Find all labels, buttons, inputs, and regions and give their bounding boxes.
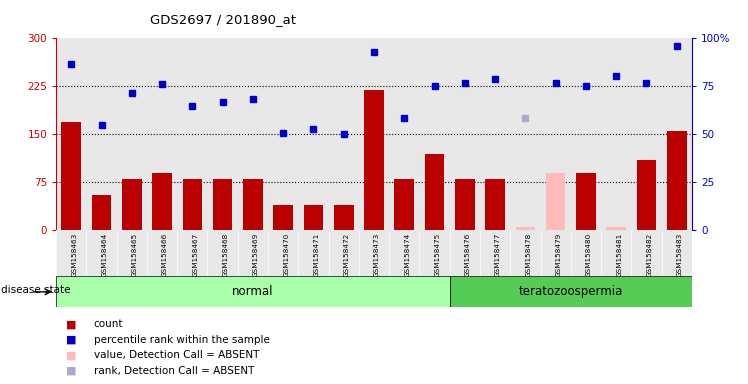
Text: count: count: [94, 319, 123, 329]
Text: GSM158468: GSM158468: [223, 233, 229, 277]
Text: value, Detection Call = ABSENT: value, Detection Call = ABSENT: [94, 350, 259, 360]
Bar: [455, 179, 475, 230]
Bar: [153, 173, 172, 230]
Bar: [243, 179, 263, 230]
Bar: [122, 179, 141, 230]
Bar: [183, 179, 202, 230]
Text: GSM158476: GSM158476: [465, 233, 470, 277]
Bar: [304, 205, 323, 230]
Bar: [576, 173, 595, 230]
Bar: [425, 154, 444, 230]
Bar: [450, 276, 692, 307]
Text: GSM158473: GSM158473: [374, 233, 380, 277]
Text: GSM158463: GSM158463: [71, 233, 77, 277]
Text: disease state: disease state: [1, 285, 71, 295]
Text: GSM158465: GSM158465: [132, 233, 138, 277]
Bar: [92, 195, 111, 230]
Text: GSM158478: GSM158478: [525, 233, 531, 277]
Text: GSM158479: GSM158479: [556, 233, 562, 277]
Text: GSM158477: GSM158477: [495, 233, 501, 277]
Bar: [607, 227, 626, 230]
Bar: [667, 131, 687, 230]
Text: GSM158472: GSM158472: [344, 233, 350, 277]
Text: GDS2697 / 201890_at: GDS2697 / 201890_at: [150, 13, 295, 26]
Bar: [364, 89, 384, 230]
Text: ■: ■: [66, 350, 76, 360]
Text: GSM158482: GSM158482: [646, 233, 652, 277]
Bar: [56, 276, 450, 307]
Text: ■: ■: [66, 366, 76, 376]
Bar: [212, 179, 233, 230]
Bar: [485, 179, 505, 230]
Bar: [61, 122, 81, 230]
Text: GSM158467: GSM158467: [192, 233, 198, 277]
Text: teratozoospermia: teratozoospermia: [518, 285, 623, 298]
Text: ■: ■: [66, 319, 76, 329]
Text: GSM158471: GSM158471: [313, 233, 319, 277]
Bar: [546, 173, 565, 230]
Text: GSM158464: GSM158464: [102, 233, 108, 277]
Text: normal: normal: [232, 285, 274, 298]
Bar: [394, 179, 414, 230]
Bar: [334, 205, 354, 230]
Text: GSM158480: GSM158480: [586, 233, 592, 277]
Text: percentile rank within the sample: percentile rank within the sample: [94, 335, 269, 345]
Text: GSM158466: GSM158466: [162, 233, 168, 277]
Text: GSM158469: GSM158469: [253, 233, 259, 277]
Text: ■: ■: [66, 335, 76, 345]
Bar: [515, 227, 536, 230]
Text: GSM158470: GSM158470: [283, 233, 289, 277]
Text: GSM158483: GSM158483: [677, 233, 683, 277]
Text: GSM158474: GSM158474: [404, 233, 410, 277]
Text: GSM158475: GSM158475: [435, 233, 441, 277]
Text: GSM158481: GSM158481: [616, 233, 622, 277]
Bar: [637, 160, 656, 230]
Text: rank, Detection Call = ABSENT: rank, Detection Call = ABSENT: [94, 366, 254, 376]
Bar: [273, 205, 293, 230]
